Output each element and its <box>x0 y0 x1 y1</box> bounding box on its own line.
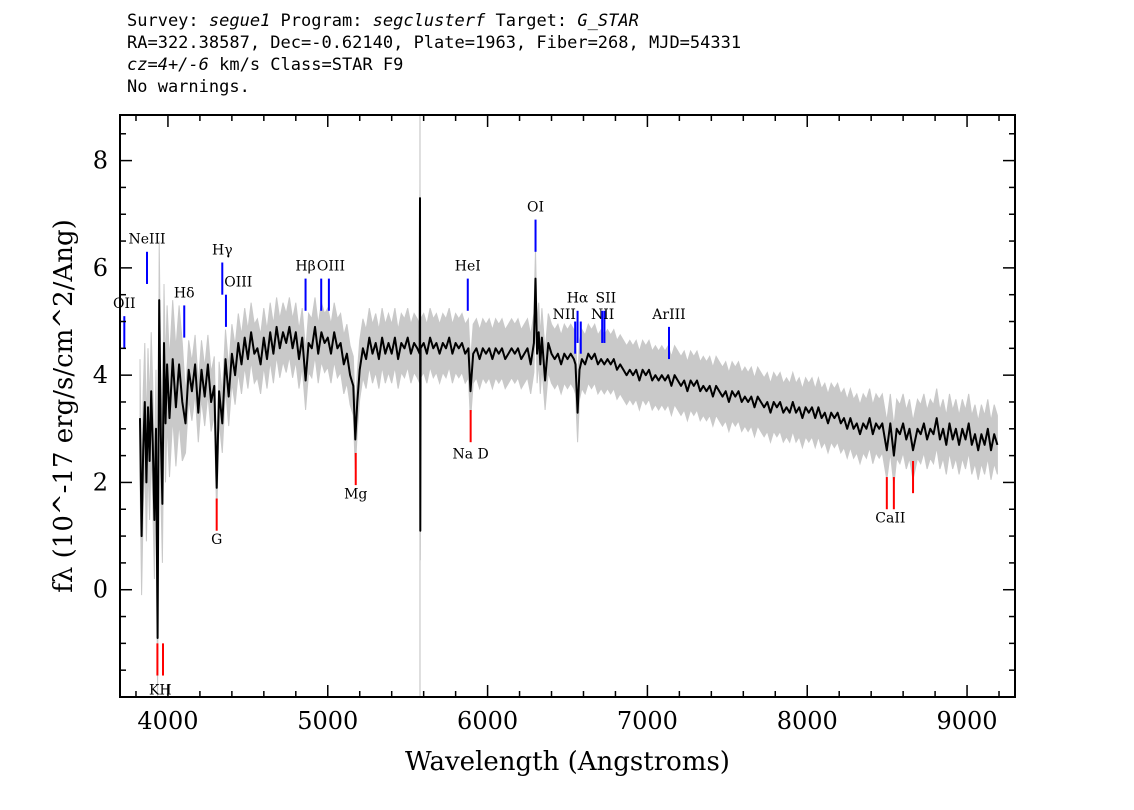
x-tick-label: 6000 <box>457 707 518 735</box>
error-band-area <box>139 168 998 698</box>
error-band <box>139 168 998 698</box>
x-tick-label: 5000 <box>297 707 358 735</box>
x-axis-title: Wavelength (Angstroms) <box>405 747 730 777</box>
y-tick-label: 6 <box>93 254 108 282</box>
spectrum-line <box>139 197 999 639</box>
header-line-4: No warnings. <box>127 77 250 97</box>
header-line-1: Survey: segue1 Program: segclusterf Targ… <box>127 10 741 32</box>
x-tick-label: 4000 <box>137 707 198 735</box>
emission-line-label: NeIII <box>128 232 165 248</box>
emission-line-label: HeI <box>455 259 481 275</box>
plot-frame <box>119 114 1016 698</box>
survey-prefix: Survey: <box>127 11 209 31</box>
y-tick-label: 8 <box>93 147 108 175</box>
y-axis-title: fλ (10^-17 erg/s/cm^2/Ang) <box>49 219 79 592</box>
axis-tick-labels: 4000 5000 6000 7000 8000 9000 0 2 4 6 8 <box>93 147 998 735</box>
spectrum-series <box>139 197 999 639</box>
emission-line-label: SII <box>596 291 617 307</box>
emission-line-label: OIII <box>224 275 252 291</box>
survey-value: segue1 <box>208 11 271 31</box>
x-tick-label: 7000 <box>617 707 678 735</box>
emission-line-label: OIII <box>317 259 345 275</box>
emission-line-label: Hβ <box>295 259 315 275</box>
x-tick-label: 8000 <box>777 707 838 735</box>
absorption-line-label: G <box>211 532 222 548</box>
axis-ticks <box>120 115 1015 697</box>
emission-line-label: Hα <box>567 291 589 307</box>
x-tick-label: 9000 <box>937 707 998 735</box>
header-line-2: RA=322.38587, Dec=-0.62140, Plate=1963, … <box>127 33 742 53</box>
emission-line-label: NII <box>553 307 576 323</box>
emission-line-label: Hγ <box>212 242 233 258</box>
absorption-line-label: CaII <box>875 511 905 527</box>
absorption-line-label: Na D <box>453 446 489 462</box>
redshift-value: cz=4+/-6 <box>127 55 209 75</box>
program-value: segclusterf <box>372 11 486 31</box>
program-prefix: Program: <box>270 11 373 31</box>
emission-line-label: OII <box>113 296 136 312</box>
y-tick-label: 0 <box>93 576 108 604</box>
header-line-3: cz=4+/-6 km/s Class=STAR F9 <box>127 54 741 76</box>
emission-line-label: NII <box>591 307 614 323</box>
absorption-line-label: Mg <box>344 487 367 503</box>
emission-line-label: OI <box>527 200 544 216</box>
y-tick-label: 4 <box>93 361 108 389</box>
spectrum-header: Survey: segue1 Program: segclusterf Targ… <box>127 10 741 98</box>
emission-line-label: Hδ <box>174 285 195 301</box>
target-value: G_STAR <box>577 11 639 31</box>
absorption-line-label: KH <box>149 682 172 698</box>
class-info: km/s Class=STAR F9 <box>208 55 404 75</box>
emission-line-label: ArIII <box>651 307 685 323</box>
plot-axes <box>119 114 1016 698</box>
y-tick-label: 2 <box>93 468 108 496</box>
target-prefix: Target: <box>485 11 578 31</box>
